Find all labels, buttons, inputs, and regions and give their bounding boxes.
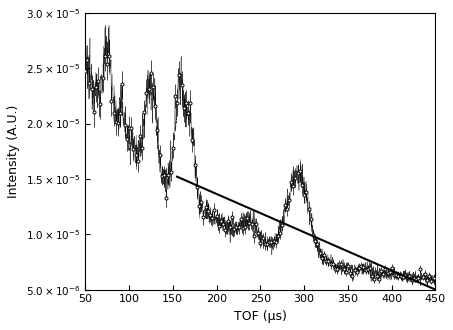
X-axis label: TOF (μs): TOF (μs) (234, 310, 287, 323)
Y-axis label: Intensity (A.U.): Intensity (A.U.) (7, 105, 20, 198)
